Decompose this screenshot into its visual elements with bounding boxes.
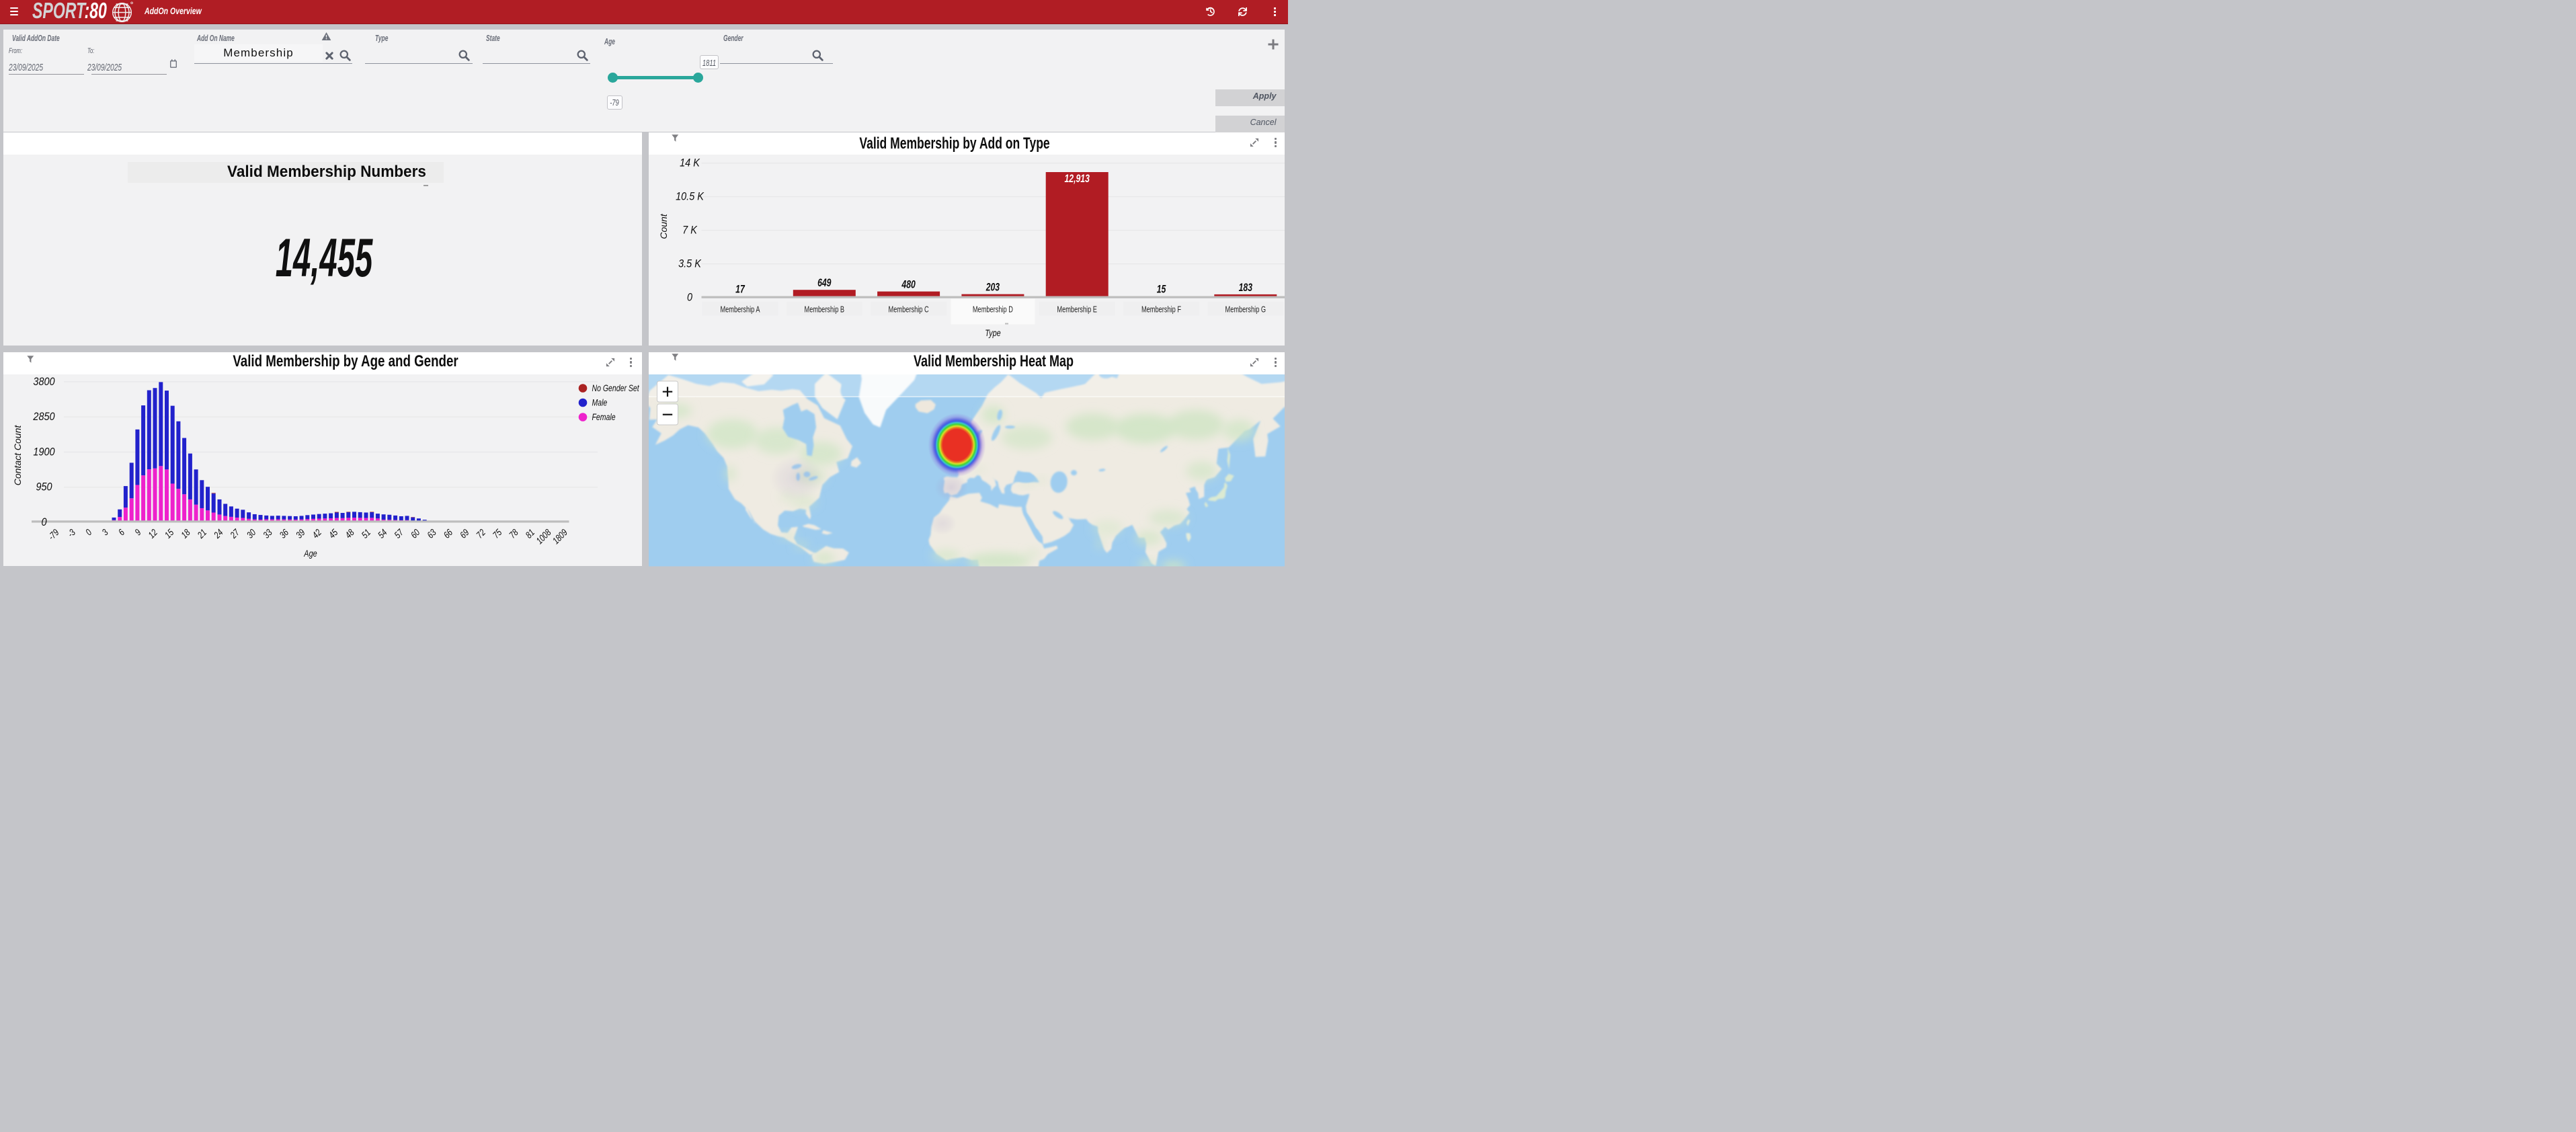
svg-text:18: 18: [179, 527, 192, 540]
svg-text:0: 0: [687, 291, 692, 303]
svg-text:Age: Age: [303, 548, 317, 559]
svg-text:No Gender Set: No Gender Set: [592, 382, 640, 393]
svg-text:36: 36: [278, 527, 291, 540]
svg-text:21: 21: [195, 527, 208, 540]
svg-text:12: 12: [147, 527, 160, 540]
svg-text:649: 649: [817, 277, 832, 289]
svg-text:3800: 3800: [33, 375, 54, 387]
svg-text:66: 66: [442, 527, 455, 540]
svg-text:10.5 K: 10.5 K: [676, 190, 705, 202]
svg-text:75: 75: [491, 526, 504, 540]
svg-text:0: 0: [41, 516, 46, 528]
svg-text:51: 51: [360, 527, 373, 540]
svg-text:Membership F: Membership F: [1141, 305, 1181, 315]
svg-text:480: 480: [901, 279, 916, 291]
svg-text:48: 48: [343, 527, 356, 540]
svg-text:30: 30: [245, 527, 258, 540]
svg-text:950: 950: [36, 481, 52, 493]
svg-text:Type: Type: [985, 328, 1000, 339]
svg-text:69: 69: [458, 527, 471, 540]
svg-text:9: 9: [133, 527, 143, 537]
svg-text:0: 0: [83, 527, 93, 537]
svg-text:54: 54: [376, 527, 389, 540]
svg-text:27: 27: [228, 526, 242, 540]
svg-text:-3: -3: [65, 527, 77, 539]
svg-text:3: 3: [100, 527, 110, 537]
svg-text:Membership A: Membership A: [720, 305, 760, 315]
svg-text:33: 33: [261, 527, 274, 540]
svg-text:24: 24: [212, 527, 225, 540]
svg-text:1809: 1809: [551, 527, 569, 546]
svg-text:2850: 2850: [33, 411, 55, 423]
svg-text:6: 6: [116, 527, 126, 537]
svg-text:1008: 1008: [534, 527, 553, 546]
svg-text:17: 17: [735, 284, 745, 296]
svg-text:203: 203: [985, 282, 1000, 294]
svg-text:42: 42: [311, 527, 324, 540]
svg-text:Membership C: Membership C: [889, 305, 929, 315]
svg-text:Membership B: Membership B: [805, 305, 845, 315]
svg-text:7 K: 7 K: [682, 224, 698, 236]
svg-text:60: 60: [409, 527, 422, 540]
svg-text:Membership G: Membership G: [1225, 305, 1266, 315]
svg-text:39: 39: [294, 527, 307, 540]
svg-text:3.5 K: 3.5 K: [678, 257, 702, 270]
svg-text:Count: Count: [658, 213, 669, 239]
svg-text:15: 15: [1157, 284, 1166, 296]
svg-text:72: 72: [475, 527, 488, 540]
svg-text:63: 63: [425, 527, 438, 540]
svg-text:Membership D: Membership D: [973, 305, 1013, 315]
svg-text:14 K: 14 K: [680, 157, 700, 169]
svg-text:12,913: 12,913: [1064, 173, 1090, 185]
svg-text:45: 45: [327, 526, 340, 540]
svg-text:78: 78: [507, 527, 520, 540]
svg-text:Contact Count: Contact Count: [12, 424, 23, 485]
svg-text:Membership E: Membership E: [1057, 305, 1097, 315]
svg-text:57: 57: [393, 526, 406, 540]
svg-text:183: 183: [1239, 282, 1253, 294]
svg-text:Female: Female: [592, 411, 616, 422]
svg-text:15: 15: [163, 526, 176, 540]
svg-text:Male: Male: [592, 397, 608, 408]
svg-text:-79: -79: [46, 527, 61, 542]
svg-text:1900: 1900: [33, 446, 54, 458]
